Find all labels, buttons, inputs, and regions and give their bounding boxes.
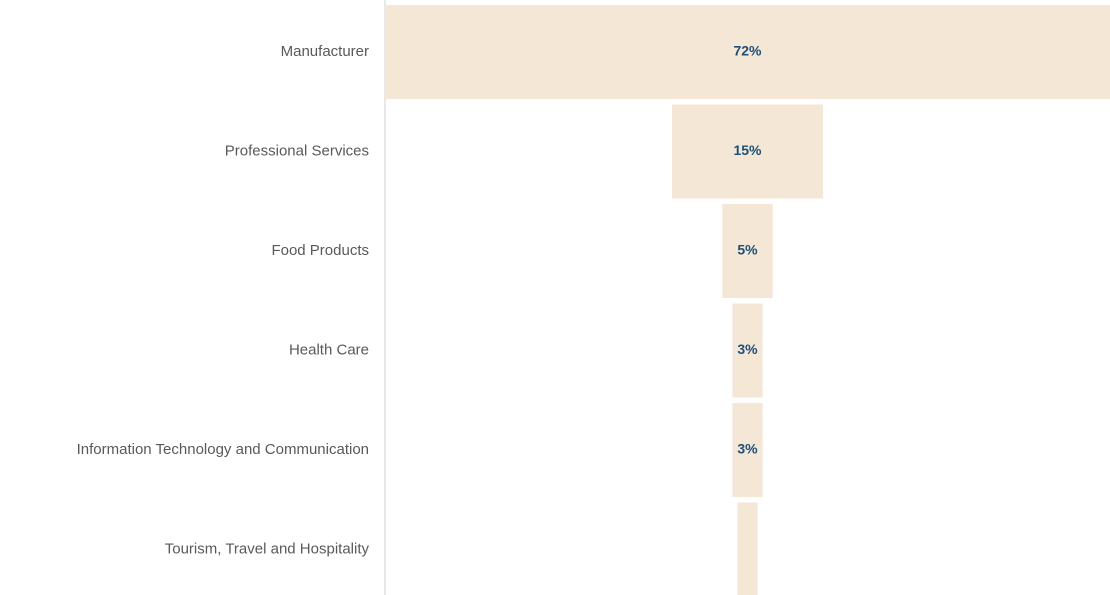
category-label: Health Care: [289, 341, 369, 358]
bar: [737, 502, 758, 595]
category-label: Manufacturer: [281, 43, 369, 60]
value-label: 3%: [737, 341, 758, 357]
value-label: 15%: [733, 142, 762, 158]
bar: [732, 303, 763, 398]
value-label: 3%: [737, 441, 758, 457]
value-label: 72%: [733, 43, 762, 59]
category-label: Food Products: [271, 242, 369, 259]
bar: [671, 104, 824, 199]
category-label: Professional Services: [225, 142, 369, 159]
bar: [732, 403, 763, 497]
value-label: 5%: [737, 242, 758, 258]
category-label: Tourism, Travel and Hospitality: [165, 540, 370, 557]
bar: [385, 5, 1110, 99]
category-label: Information Technology and Communication: [77, 441, 369, 458]
bar: [722, 204, 773, 298]
